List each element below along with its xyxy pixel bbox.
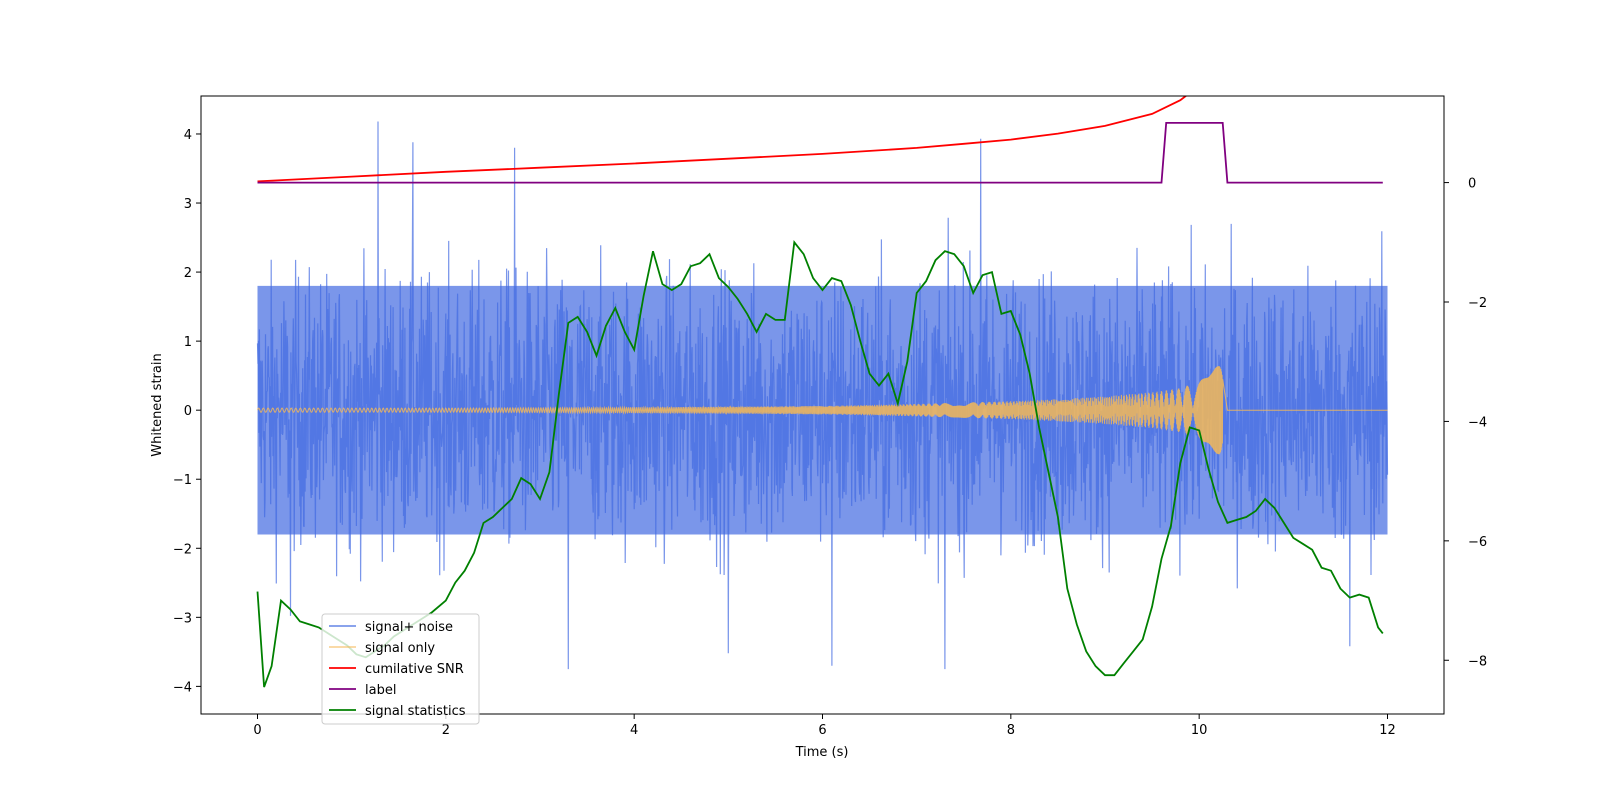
- y-axis-label: Whitened strain: [150, 353, 165, 456]
- legend-label: cumilative SNR: [365, 662, 464, 677]
- legend-label: signal statistics: [365, 704, 466, 719]
- y-tick-label: 2: [184, 266, 192, 281]
- y2-tick-label: 0: [1468, 177, 1476, 192]
- y-axis-right: 0 −2 −4 −6 −8: [1444, 177, 1487, 669]
- y2-tick-label: −4: [1468, 415, 1487, 430]
- x-tick-label: 8: [1007, 723, 1015, 738]
- legend-label: label: [365, 683, 396, 698]
- y2-tick-label: −8: [1468, 654, 1487, 669]
- x-tick-label: 12: [1379, 723, 1396, 738]
- y2-tick-label: −6: [1468, 535, 1487, 550]
- y-tick-label: 1: [184, 335, 192, 350]
- series-label: [257, 122, 1383, 184]
- x-tick-label: 6: [818, 723, 826, 738]
- y-tick-label: 0: [184, 404, 192, 419]
- x-tick-label: 10: [1191, 723, 1208, 738]
- y-tick-label: 3: [184, 197, 192, 212]
- y-axis-left: 4 3 2 1 0 −1 −2 −3 −4: [173, 128, 201, 695]
- x-tick-label: 2: [442, 723, 450, 738]
- y-tick-label: 4: [184, 128, 192, 143]
- series-signal-plus-noise: [256, 121, 1389, 670]
- x-tick-label: 4: [630, 723, 638, 738]
- legend: signal+ noise signal only cumilative SNR la…: [321, 613, 480, 725]
- y-tick-label: −1: [173, 473, 192, 488]
- y-tick-label: −4: [173, 680, 192, 695]
- legend-box: [321, 613, 480, 725]
- series-signal-only: [257, 366, 1388, 455]
- y-tick-label: −2: [173, 542, 192, 557]
- legend-label: signal+ noise: [365, 620, 453, 635]
- plot-area: [256, 96, 1389, 688]
- y2-tick-label: −2: [1468, 296, 1487, 311]
- series-signal-statistics: [256, 240, 1384, 688]
- x-tick-label: 0: [253, 723, 261, 738]
- series-cumilative-snr: [257, 96, 1188, 183]
- y-tick-label: −3: [173, 611, 192, 626]
- legend-label: signal only: [365, 641, 435, 656]
- x-axis-label: Time (s): [795, 745, 849, 760]
